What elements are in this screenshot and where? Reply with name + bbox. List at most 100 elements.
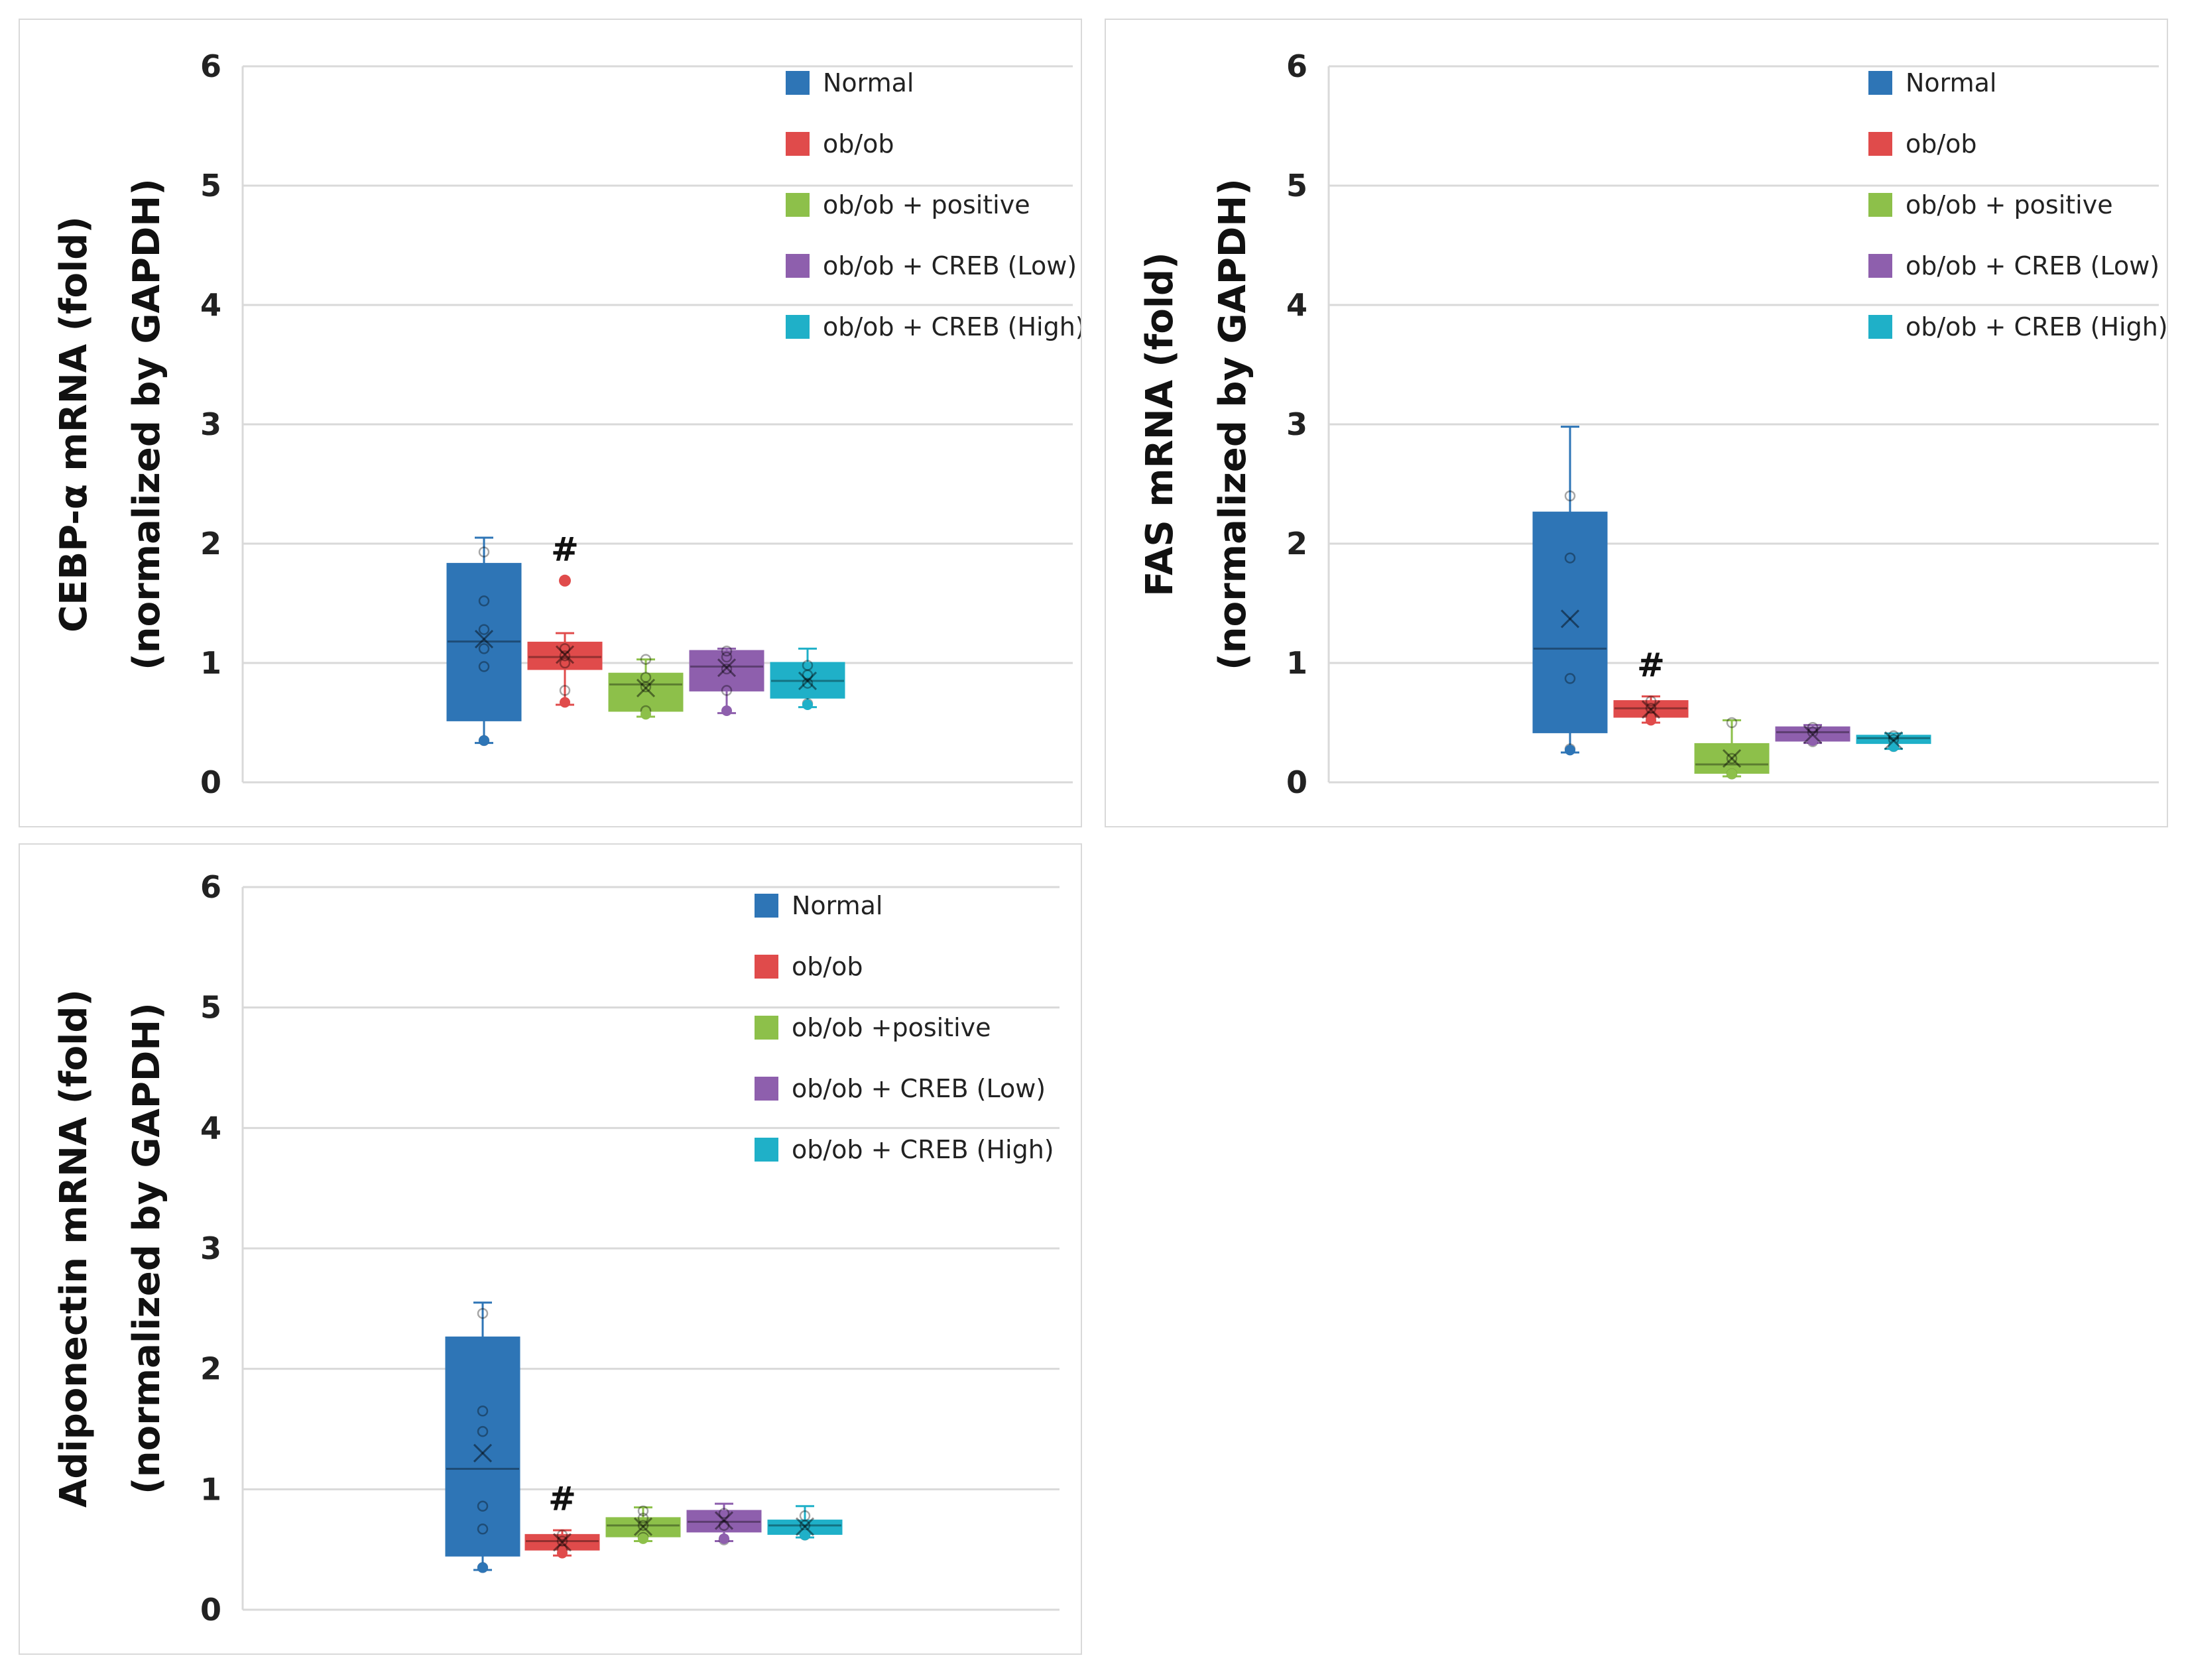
y-tick-label: 4 xyxy=(1286,287,1307,323)
box-group-3 xyxy=(1775,721,1851,748)
legend-item: Normal xyxy=(1868,68,1997,97)
legend-label: Normal xyxy=(823,68,914,97)
data-point xyxy=(718,1520,730,1531)
y-tick-label: 1 xyxy=(200,1471,221,1507)
box xyxy=(1532,511,1608,733)
box-group-0 xyxy=(1532,426,1608,756)
legend-item: ob/ob + CREB (Low) xyxy=(786,251,1077,280)
box-group-4 xyxy=(767,1505,843,1541)
legend-label: ob/ob + CREB (High) xyxy=(1906,312,2167,341)
data-point xyxy=(1726,752,1738,764)
data-point xyxy=(478,595,490,607)
legend-label: Normal xyxy=(1906,68,1997,97)
box-group-3 xyxy=(686,1502,762,1545)
box-group-0 xyxy=(446,536,522,747)
mean-marker-stroke xyxy=(795,1517,815,1536)
mean-marker xyxy=(798,671,818,691)
mean-marker-stroke xyxy=(474,629,494,649)
data-point xyxy=(640,681,652,693)
data-point xyxy=(478,624,490,635)
mean-marker-stroke xyxy=(636,678,656,697)
mean-marker-stroke xyxy=(1803,725,1823,745)
legend-label: Normal xyxy=(792,891,883,920)
legend-item: ob/ob xyxy=(786,129,894,158)
chart-adiponectin: 0 1 2 3 4 5 6 Adiponectin mRNA (fold) (normalize… xyxy=(52,869,1060,1628)
mean-marker-stroke xyxy=(795,1517,815,1536)
mean-marker-stroke xyxy=(555,645,575,664)
box-group-1 xyxy=(1613,695,1689,726)
legend-swatch xyxy=(755,955,778,979)
data-point xyxy=(478,643,490,654)
mean-marker-stroke xyxy=(552,1533,572,1552)
mean-marker-stroke xyxy=(798,671,818,691)
box-group-1 xyxy=(524,1529,600,1559)
data-point xyxy=(559,685,571,696)
mean-marker-stroke xyxy=(552,1533,572,1552)
legend-item: Normal xyxy=(755,891,883,920)
data-point xyxy=(802,669,814,681)
data-point xyxy=(721,663,733,675)
box-group-0 xyxy=(445,1301,520,1573)
mean-marker-stroke xyxy=(714,1511,734,1530)
data-point xyxy=(559,650,571,662)
box-group-4 xyxy=(1856,730,1931,752)
mean-marker xyxy=(1560,609,1580,629)
chart-cebp: 0 1 2 3 4 5 6 CEBP-α mRNA (fold) (normalized by … xyxy=(52,48,1081,800)
box xyxy=(1694,743,1770,774)
data-point xyxy=(1645,695,1657,707)
whisker-dot xyxy=(1807,735,1818,746)
y-tick-label: 3 xyxy=(200,406,221,442)
legend-swatch xyxy=(786,315,810,339)
data-point xyxy=(1564,673,1576,684)
legend-label: ob/ob + CREB (Low) xyxy=(1906,251,2159,280)
data-point xyxy=(637,1512,649,1524)
data-point xyxy=(721,645,733,657)
significance-marker: # xyxy=(548,1480,576,1518)
y-tick-label: 5 xyxy=(200,990,221,1026)
whisker-dot xyxy=(800,1530,810,1541)
mean-marker-stroke xyxy=(1641,700,1661,719)
legend-label: ob/ob + CREB (High) xyxy=(792,1135,1054,1164)
whisker-dot xyxy=(640,709,651,720)
data-point xyxy=(477,1406,489,1417)
data-point xyxy=(478,661,490,672)
y-tick-label: 3 xyxy=(1286,406,1307,442)
box xyxy=(446,563,522,721)
data-point xyxy=(718,1508,730,1519)
significance-marker: # xyxy=(551,530,579,569)
mean-marker xyxy=(714,1511,734,1530)
box xyxy=(686,1510,762,1533)
y-tick-label: 2 xyxy=(200,1351,221,1387)
data-point xyxy=(640,654,652,665)
legend-item: ob/ob xyxy=(1868,129,1977,158)
mean-marker xyxy=(795,1517,815,1536)
data-point xyxy=(1888,730,1900,742)
mean-marker-stroke xyxy=(1641,700,1661,719)
box-group-2 xyxy=(608,654,684,720)
data-point xyxy=(637,1505,649,1517)
data-point xyxy=(556,1530,568,1541)
mean-marker-stroke xyxy=(1884,731,1904,750)
legend-label: ob/ob xyxy=(1906,129,1977,158)
mean-marker xyxy=(555,645,575,664)
mean-marker-stroke xyxy=(555,645,575,664)
box xyxy=(445,1336,520,1557)
legend-swatch xyxy=(1868,315,1892,339)
data-point xyxy=(721,685,733,696)
mean-marker xyxy=(473,1443,493,1463)
mean-marker-stroke xyxy=(1560,609,1580,629)
legend-item: ob/ob xyxy=(755,952,863,981)
mean-marker xyxy=(1722,749,1742,768)
mean-marker xyxy=(1884,731,1904,750)
legend-label: ob/ob + positive xyxy=(1906,190,2113,219)
y-tick-label: 3 xyxy=(200,1230,221,1266)
mean-marker xyxy=(1803,725,1823,745)
mean-marker-stroke xyxy=(1722,749,1742,768)
whisker-dot xyxy=(1727,768,1737,780)
chart-panel-cebp: 0 1 2 3 4 5 6 CEBP-α mRNA (fold) (normalized by … xyxy=(19,19,1082,827)
whisker-dot xyxy=(721,705,732,716)
mean-marker xyxy=(636,678,656,697)
box xyxy=(527,641,603,670)
legend-swatch xyxy=(786,132,810,156)
box xyxy=(770,662,845,699)
